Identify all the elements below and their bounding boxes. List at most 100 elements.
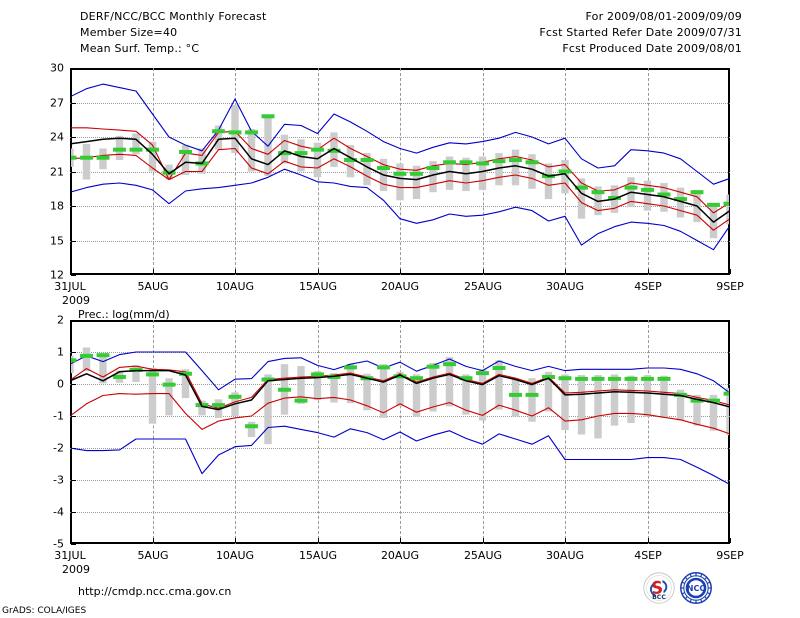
median-marker [146,372,159,377]
y-axis-tick [71,512,76,513]
series-line-mean [71,137,729,223]
y-axis-tick [71,480,76,481]
median-marker [575,185,588,190]
median-marker [327,148,341,153]
gridline-vertical [153,320,154,544]
x-axis-tick [318,538,319,543]
median-marker [294,151,308,156]
median-marker [377,365,390,370]
ensemble-spread-bar [412,165,421,200]
ensemble-spread-bar [478,156,487,190]
x-axis-tick [648,269,649,274]
ensemble-spread-bar [82,347,91,372]
x-axis-label: 15AUG [298,280,338,293]
median-marker [278,387,291,392]
ensemble-spread-bar [495,360,503,410]
median-marker [558,376,572,381]
median-marker [261,114,275,119]
ensemble-spread-bar [181,369,190,399]
ensemble-spread-bar [528,154,536,189]
ensemble-spread-bar [71,355,74,374]
ensemble-spread-bar [726,194,729,225]
x-axis-tick [648,538,649,543]
y-axis-label: 24 [50,130,64,144]
ensemble-spread-bar [247,421,256,438]
median-marker [674,197,687,202]
ensemble-spread-bar [82,143,91,180]
median-marker [71,155,77,160]
x-axis-label: 5AUG [137,549,169,562]
ensemble-spread-bar [610,374,619,426]
median-marker [591,376,605,381]
y-axis-label: 15 [50,234,64,247]
median-marker [212,129,225,134]
ensemble-spread-bar [280,134,289,164]
ensemble-spread-bar [445,156,454,190]
x-axis-label: 10AUG [215,280,255,293]
x-axis-label: 31JUL [54,280,86,293]
median-marker [146,147,159,152]
median-marker [624,376,638,381]
ensemble-spread-bar [511,378,520,417]
x-axis-tick [483,538,484,543]
y-axis-label: -2 [53,441,64,455]
series-line-q75 [71,365,729,409]
median-marker [113,374,126,379]
ensemble-spread-bar [198,148,206,174]
y-axis-tick [71,206,76,207]
ensemble-spread-bar [544,163,553,200]
median-marker [162,382,176,387]
median-marker [311,147,324,152]
ensemble-spread-bar [132,133,140,155]
median-marker [96,155,110,160]
ensemble-spread-bar [528,378,536,422]
page-title: DERF/NCC/BCC Monthly Forecast [80,10,267,23]
median-marker [558,169,572,174]
median-marker [344,365,357,370]
x-axis-tick [235,269,236,274]
median-marker [410,376,423,381]
median-marker [179,371,192,376]
series-line-min [71,168,729,251]
median-marker [509,392,522,397]
x-axis-label: 30AUG [545,549,585,562]
y-axis-tick [71,275,76,276]
produced-date-label: Fcst Produced Date 2009/08/01 [562,42,742,55]
y-axis-tick [71,171,76,173]
ensemble-spread-bar [363,373,371,411]
series-line-q25 [71,147,729,231]
median-marker [525,160,539,165]
x-axis-tick [565,538,566,543]
y-axis-tick [71,68,76,69]
y-axis-label: 0 [57,377,64,391]
website-url[interactable]: http://cmdp.ncc.cma.gov.cn [78,585,232,598]
median-marker [80,353,93,358]
median-marker [179,149,192,154]
member-size-label: Member Size=40 [80,26,178,39]
ensemble-spread-bar [148,368,157,424]
gridline-vertical [483,320,484,544]
x-axis-tick [483,269,484,274]
x-axis-label: 15AUG [298,549,338,562]
gridline-vertical [648,68,649,275]
median-marker [476,161,489,166]
x-axis-tick [730,538,731,543]
median-marker [492,366,506,370]
gridline-vertical [318,320,319,544]
median-marker [377,166,390,171]
median-marker [690,190,704,195]
y-axis-tick [71,544,76,545]
gridline-vertical [235,320,236,544]
ensemble-spread-bar [297,139,305,172]
ncc-logo-icon: NCC [680,572,712,604]
series-line-max [71,83,729,185]
x-axis-label: 31JUL [54,549,86,562]
svg-text:NCC: NCC [687,584,706,593]
median-marker [393,171,407,176]
median-marker [707,202,720,207]
median-marker [443,362,456,367]
ensemble-spread-bar [429,362,437,412]
median-marker [459,376,473,381]
ensemble-spread-bar [297,366,305,404]
series-line-q75 [71,127,729,214]
